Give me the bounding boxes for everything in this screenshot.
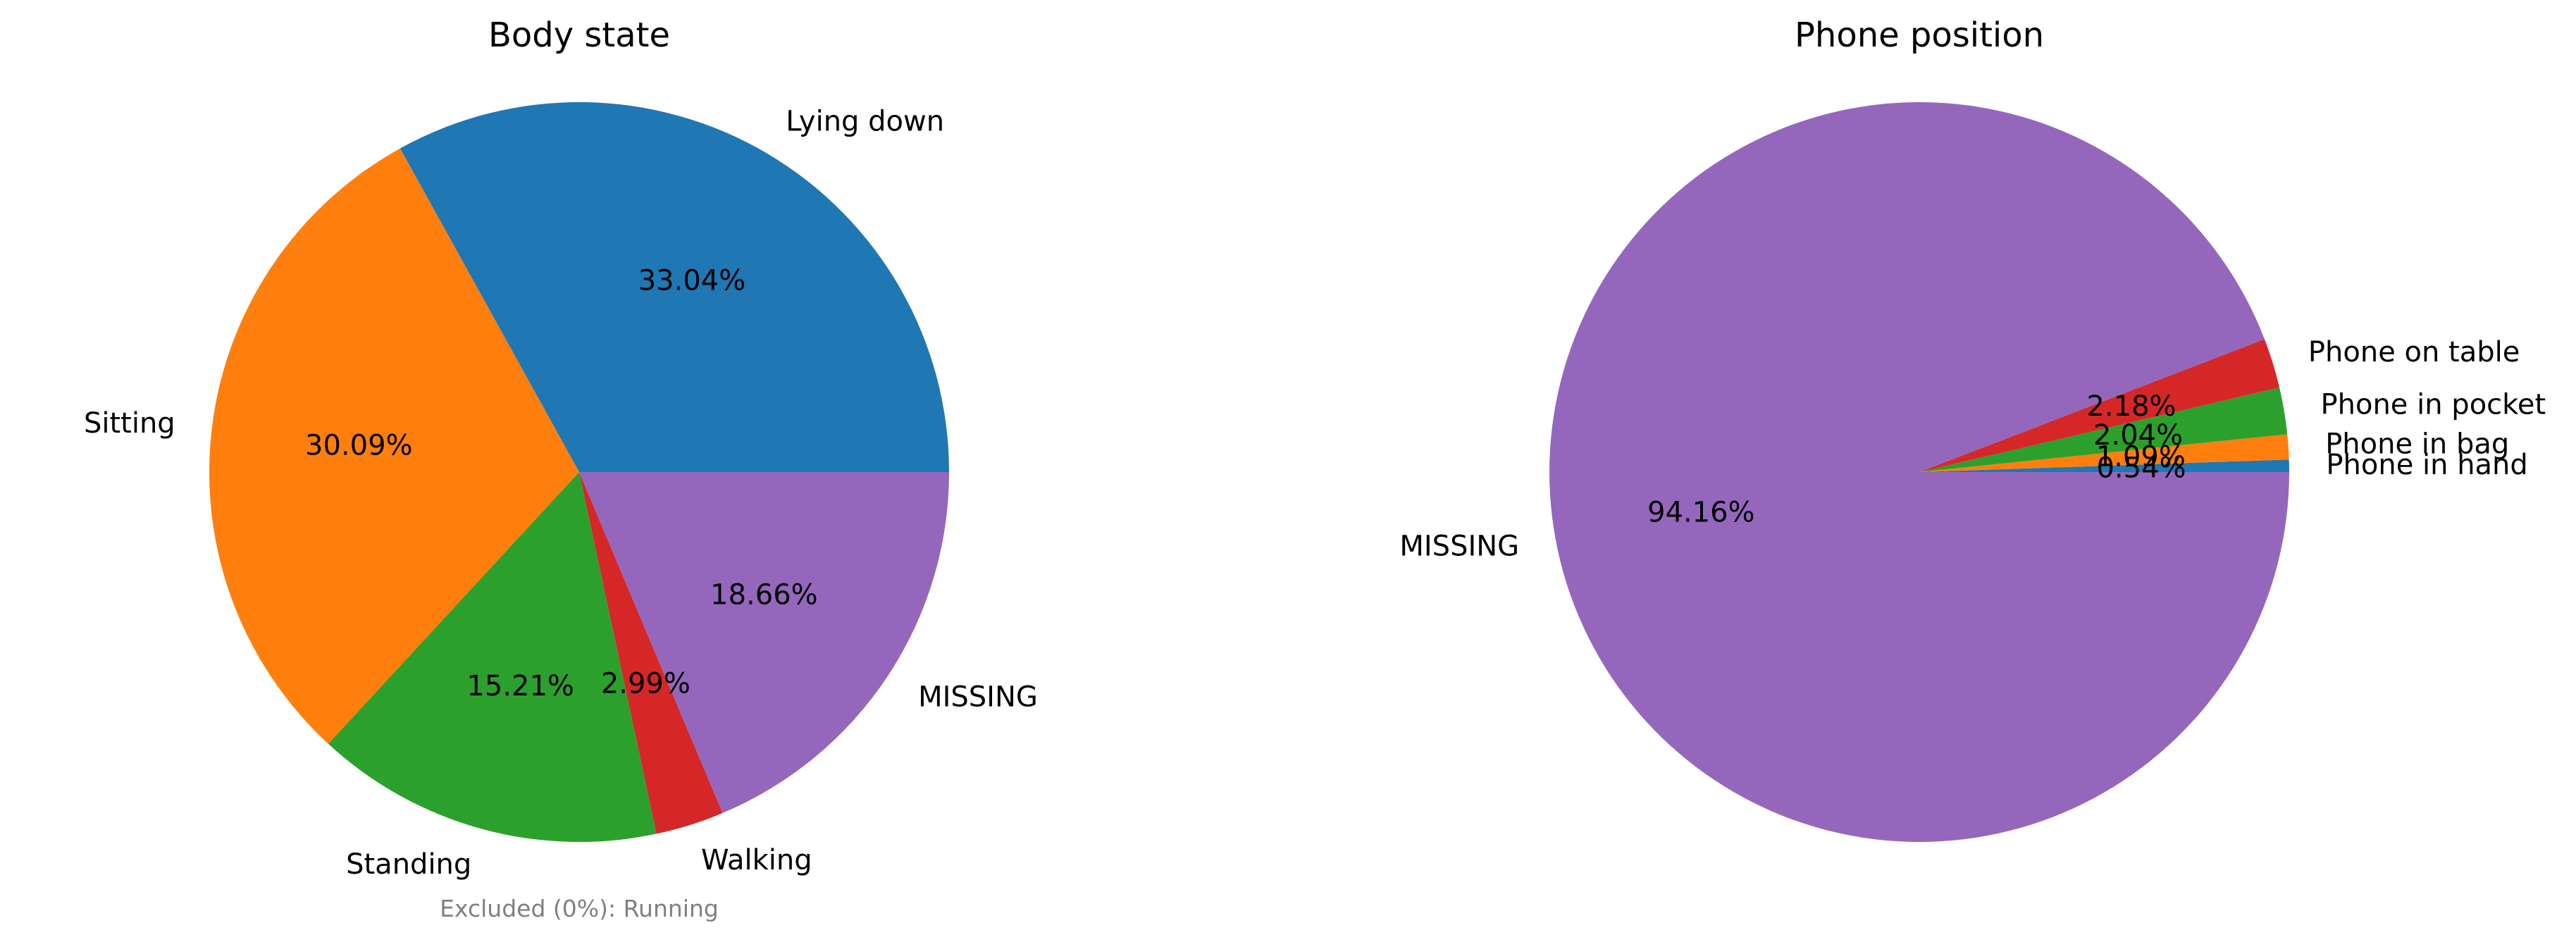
body-state-pie-chart: Body state Lying down 33.04% Sitting 30.09%… — [84, 16, 1038, 922]
phone-position-phone-in-hand-label: Phone in hand — [2326, 449, 2527, 481]
body-state-lying-down-slice — [400, 102, 949, 472]
body-state-chart-title: Body state — [488, 16, 670, 55]
body-state-missing-slice — [579, 472, 949, 813]
body-state-labels: Lying down 33.04% Sitting 30.09% Standing 15.… — [84, 106, 1038, 881]
phone-position-phone-on-table-label: Phone on table — [2308, 336, 2520, 368]
phone-position-phone-on-table-slice — [1919, 339, 2280, 472]
body-state-lying-down-label: Lying down — [786, 106, 944, 138]
phone-position-phone-in-pocket-percent-label: 2.04% — [2093, 419, 2183, 452]
body-state-standing-slice — [328, 472, 657, 843]
body-state-walking-label: Walking — [701, 844, 812, 876]
phone-position-phone-in-pocket-slice — [1919, 388, 2288, 472]
body-state-lying-down-percent-label: 33.04% — [638, 265, 746, 297]
phone-position-phone-in-pocket-label: Phone in pocket — [2321, 388, 2546, 421]
phone-position-phone-in-bag-percent-label: 1.09% — [2096, 441, 2186, 473]
phone-position-missing-slice — [1549, 101, 2289, 842]
body-state-sitting-slice — [209, 148, 580, 744]
body-state-sitting-percent-label: 30.09% — [305, 429, 413, 461]
body-state-walking-slice — [579, 472, 723, 834]
phone-position-slices — [1549, 101, 2289, 842]
excluded-footnote: Excluded (0%): Running — [440, 895, 719, 922]
body-state-slices — [209, 102, 949, 843]
body-state-sitting-label: Sitting — [84, 407, 175, 440]
phone-position-labels: Phone in hand 0.54% Phone in bag 1.09% Phone… — [1399, 336, 2546, 563]
phone-position-phone-in-bag-label: Phone in bag — [2325, 428, 2509, 461]
phone-position-phone-on-table-percent-label: 2.18% — [2086, 390, 2176, 423]
phone-position-phone-in-hand-slice — [1919, 459, 2289, 472]
body-state-missing-label: MISSING — [918, 681, 1038, 714]
phone-position-missing-percent-label: 94.16% — [1647, 497, 1755, 529]
body-state-walking-percent-label: 2.99% — [601, 668, 691, 700]
phone-position-chart-title: Phone position — [1795, 16, 2044, 55]
phone-position-phone-in-bag-slice — [1919, 434, 2289, 472]
body-state-missing-percent-label: 18.66% — [710, 578, 818, 611]
body-state-standing-percent-label: 15.21% — [466, 670, 574, 702]
phone-position-phone-in-hand-percent-label: 0.54% — [2096, 452, 2186, 485]
body-state-standing-label: Standing — [346, 848, 471, 881]
phone-position-missing-label: MISSING — [1399, 531, 1519, 563]
